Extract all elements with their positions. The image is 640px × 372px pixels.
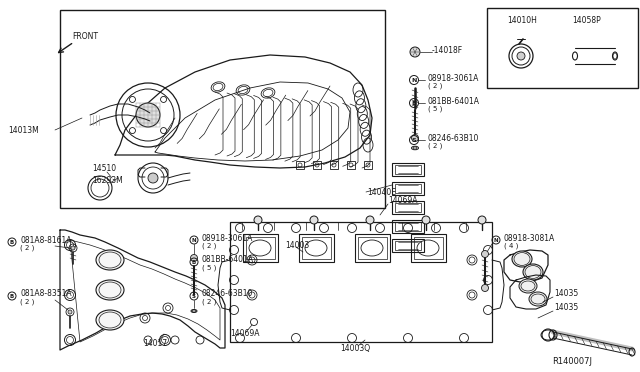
Text: B: B bbox=[10, 294, 14, 298]
Text: 081A8-8161A: 081A8-8161A bbox=[20, 235, 72, 244]
Circle shape bbox=[517, 52, 525, 60]
Text: B: B bbox=[192, 260, 196, 264]
Circle shape bbox=[310, 216, 318, 224]
Text: ( 4 ): ( 4 ) bbox=[504, 243, 518, 249]
Text: B: B bbox=[412, 100, 417, 106]
Circle shape bbox=[481, 250, 488, 257]
Text: 14003Q: 14003Q bbox=[340, 343, 370, 353]
Text: S: S bbox=[192, 294, 196, 298]
Text: -14018F: -14018F bbox=[432, 45, 463, 55]
Text: 16293M: 16293M bbox=[92, 176, 123, 185]
Bar bbox=[313, 161, 321, 169]
Ellipse shape bbox=[96, 280, 124, 300]
Text: ( 2 ): ( 2 ) bbox=[202, 243, 216, 249]
Bar bbox=[395, 184, 421, 193]
Circle shape bbox=[68, 310, 72, 314]
Text: 14003: 14003 bbox=[285, 241, 309, 250]
Circle shape bbox=[366, 216, 374, 224]
Circle shape bbox=[136, 103, 160, 127]
Text: 14069A: 14069A bbox=[230, 330, 259, 339]
Bar bbox=[414, 237, 443, 259]
Bar bbox=[230, 222, 492, 342]
Bar bbox=[411, 234, 446, 262]
Text: 081A8-8351A: 081A8-8351A bbox=[20, 289, 72, 298]
Bar bbox=[330, 161, 338, 169]
Text: 14017: 14017 bbox=[143, 340, 167, 349]
Bar bbox=[358, 237, 387, 259]
Bar bbox=[395, 203, 421, 212]
Text: B: B bbox=[10, 240, 14, 244]
Ellipse shape bbox=[512, 251, 532, 267]
Ellipse shape bbox=[529, 292, 547, 306]
Text: R140007J: R140007J bbox=[552, 357, 592, 366]
Circle shape bbox=[478, 216, 486, 224]
Text: 14013M: 14013M bbox=[8, 125, 39, 135]
Bar bbox=[355, 234, 390, 262]
Bar bbox=[395, 222, 421, 231]
Text: 08918-3081A: 08918-3081A bbox=[504, 234, 556, 243]
Bar bbox=[392, 201, 424, 214]
Text: 081BB-6401A: 081BB-6401A bbox=[202, 256, 254, 264]
Circle shape bbox=[71, 246, 75, 250]
Text: 14069A: 14069A bbox=[388, 196, 417, 205]
Text: ( 5 ): ( 5 ) bbox=[428, 106, 442, 112]
Circle shape bbox=[481, 285, 488, 292]
Circle shape bbox=[148, 173, 158, 183]
Circle shape bbox=[412, 135, 419, 141]
Text: 08918-3061A: 08918-3061A bbox=[428, 74, 479, 83]
Bar bbox=[395, 241, 421, 250]
Text: 14040E: 14040E bbox=[367, 187, 396, 196]
Bar bbox=[302, 237, 331, 259]
Text: N: N bbox=[192, 237, 196, 243]
Bar bbox=[299, 234, 334, 262]
Text: ( 5 ): ( 5 ) bbox=[202, 265, 216, 271]
Circle shape bbox=[410, 47, 420, 57]
Circle shape bbox=[254, 216, 262, 224]
Bar bbox=[392, 163, 424, 176]
Text: 081BB-6401A: 081BB-6401A bbox=[428, 96, 480, 106]
Ellipse shape bbox=[519, 279, 537, 293]
Text: N: N bbox=[493, 237, 499, 243]
Bar bbox=[392, 220, 424, 233]
Circle shape bbox=[422, 216, 430, 224]
Ellipse shape bbox=[96, 310, 124, 330]
Text: 14035: 14035 bbox=[554, 304, 579, 312]
Ellipse shape bbox=[96, 250, 124, 270]
Ellipse shape bbox=[523, 264, 543, 280]
Text: S: S bbox=[412, 138, 416, 142]
Bar bbox=[364, 161, 372, 169]
Bar bbox=[347, 161, 355, 169]
Text: FRONT: FRONT bbox=[72, 32, 98, 41]
Bar bbox=[487, 8, 638, 88]
Bar bbox=[296, 161, 304, 169]
Text: ( 2 ): ( 2 ) bbox=[20, 299, 35, 305]
Bar bbox=[395, 165, 421, 174]
Bar bbox=[246, 237, 275, 259]
Text: 14510: 14510 bbox=[92, 164, 116, 173]
Text: 08246-63B10: 08246-63B10 bbox=[428, 134, 479, 142]
Text: N: N bbox=[412, 77, 417, 83]
Text: ( 2 ): ( 2 ) bbox=[428, 143, 442, 149]
Text: ( 2 ): ( 2 ) bbox=[20, 245, 35, 251]
Circle shape bbox=[191, 254, 198, 262]
Text: ( 2 ): ( 2 ) bbox=[428, 83, 442, 89]
Text: ( 2 ): ( 2 ) bbox=[202, 299, 216, 305]
Text: 14058P: 14058P bbox=[572, 16, 601, 25]
Bar bbox=[243, 234, 278, 262]
Text: 14010H: 14010H bbox=[507, 16, 537, 25]
Text: 14035: 14035 bbox=[554, 289, 579, 298]
Text: 08246-63B10: 08246-63B10 bbox=[202, 289, 253, 298]
Bar bbox=[392, 239, 424, 252]
Text: 08918-3061A: 08918-3061A bbox=[202, 234, 253, 243]
Bar bbox=[392, 182, 424, 195]
Bar bbox=[60, 10, 385, 208]
